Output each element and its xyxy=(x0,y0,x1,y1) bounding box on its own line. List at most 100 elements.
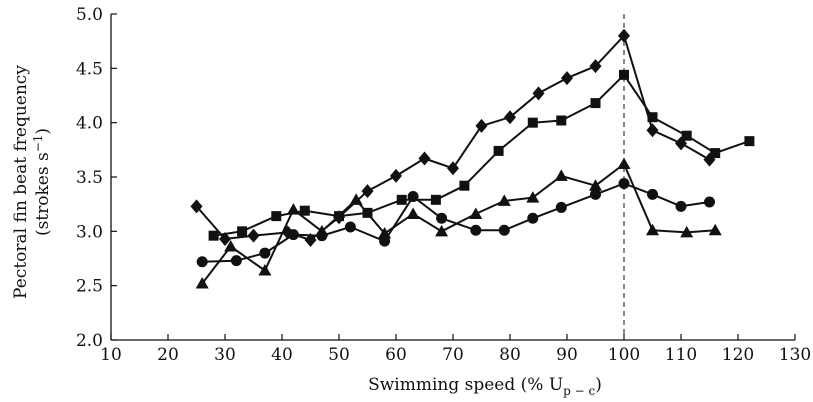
x-tick-label: 30 xyxy=(214,345,236,365)
point-triangle xyxy=(646,223,659,236)
point-square xyxy=(744,136,755,147)
point-diamond xyxy=(561,71,573,86)
y-tick-label: 2.5 xyxy=(76,277,103,297)
series-diamond xyxy=(190,28,716,248)
y-tick-label: 5.0 xyxy=(76,5,103,25)
y-axis-label-line2: (strokes s−1) xyxy=(31,128,53,236)
x-tick-label: 60 xyxy=(385,345,407,365)
x-tick-label: 110 xyxy=(665,345,697,365)
x-tick-label: 70 xyxy=(442,345,464,365)
point-circle xyxy=(287,229,299,241)
x-tick-label: 120 xyxy=(722,345,754,365)
point-circle xyxy=(230,255,242,267)
point-circle xyxy=(379,235,391,247)
series-layer xyxy=(190,28,755,289)
point-diamond xyxy=(361,184,374,199)
point-diamond xyxy=(532,86,545,101)
x-axis-ticks: 10 20 30 40 50 60 70 80 90 100 110 120 130 xyxy=(100,334,811,365)
point-square xyxy=(493,145,504,156)
x-axis-label-close: ) xyxy=(595,375,602,395)
point-triangle xyxy=(224,240,238,252)
point-diamond xyxy=(504,110,516,125)
point-triangle xyxy=(708,223,722,236)
point-circle xyxy=(675,200,687,212)
point-diamond xyxy=(390,168,402,183)
point-triangle xyxy=(554,169,568,181)
point-triangle xyxy=(406,207,420,219)
point-square xyxy=(208,230,219,241)
point-triangle xyxy=(526,191,540,203)
x-tick-label: 90 xyxy=(556,345,578,365)
point-circle xyxy=(407,191,419,203)
point-circle xyxy=(527,212,539,224)
series-circle xyxy=(196,178,715,268)
point-diamond xyxy=(190,199,203,214)
x-axis-label: Swimming speed (% Up − c) xyxy=(368,375,602,398)
x-tick-label: 10 xyxy=(100,345,122,365)
point-circle xyxy=(196,256,208,268)
point-diamond xyxy=(475,118,488,133)
point-circle xyxy=(704,196,715,208)
series-line-diamond xyxy=(195,34,710,241)
point-diamond xyxy=(219,231,231,246)
plot-frame-group xyxy=(110,14,795,341)
point-triangle xyxy=(617,157,631,169)
x-tick-label: 80 xyxy=(499,345,521,365)
x-tick-label: 20 xyxy=(157,345,179,365)
y-axis-label-close: ) xyxy=(33,128,53,135)
point-square xyxy=(430,194,441,205)
point-square xyxy=(681,130,692,141)
x-tick-label: 100 xyxy=(608,345,640,365)
x-axis-label-subscript: p − c xyxy=(563,384,595,398)
point-square xyxy=(459,180,470,191)
point-triangle xyxy=(469,207,483,219)
point-circle xyxy=(647,188,658,200)
y-tick-label: 4.0 xyxy=(76,114,103,134)
y-axis-label-superscript: −1 xyxy=(31,135,45,153)
point-circle xyxy=(590,188,601,200)
x-tick-label: 40 xyxy=(271,345,293,365)
point-square xyxy=(710,148,721,159)
x-tick-label: 50 xyxy=(328,345,350,365)
y-axis-label-line1: Pectoral fin beat frequency xyxy=(11,65,31,299)
point-diamond xyxy=(646,123,659,138)
y-axis-label-units: (strokes s xyxy=(33,152,53,236)
point-square xyxy=(590,98,601,109)
series-square xyxy=(208,69,755,241)
point-triangle xyxy=(286,203,300,215)
y-tick-label: 2.0 xyxy=(76,331,103,351)
point-square xyxy=(527,117,538,128)
series-line-circle xyxy=(202,182,710,263)
point-triangle xyxy=(435,224,449,237)
point-circle xyxy=(316,230,328,242)
point-triangle xyxy=(497,194,511,206)
y-tick-label: 3.0 xyxy=(76,222,103,242)
point-circle xyxy=(344,221,356,233)
point-square xyxy=(396,194,407,205)
point-circle xyxy=(470,224,482,236)
point-diamond xyxy=(589,59,602,74)
point-circle xyxy=(555,201,567,213)
point-triangle xyxy=(349,193,363,205)
point-circle xyxy=(436,212,448,224)
point-triangle xyxy=(680,225,694,238)
point-circle xyxy=(259,247,271,259)
point-square xyxy=(647,112,658,123)
y-axis-ticks: 2.0 2.5 3.0 3.5 4.0 4.5 5.0 xyxy=(76,5,117,351)
point-square xyxy=(237,226,248,237)
point-square xyxy=(619,69,629,80)
point-circle xyxy=(498,224,510,236)
point-diamond xyxy=(247,228,260,243)
point-diamond xyxy=(618,28,630,43)
x-tick-label: 130 xyxy=(779,345,811,365)
point-square xyxy=(299,205,310,216)
point-triangle xyxy=(258,263,272,276)
point-diamond xyxy=(304,233,317,248)
series-triangle xyxy=(195,157,722,289)
y-tick-label: 3.5 xyxy=(76,168,103,188)
point-square xyxy=(271,211,282,222)
point-circle xyxy=(618,178,630,190)
x-axis-label-main: Swimming speed (% U xyxy=(368,375,563,395)
series-line-triangle xyxy=(201,163,716,285)
